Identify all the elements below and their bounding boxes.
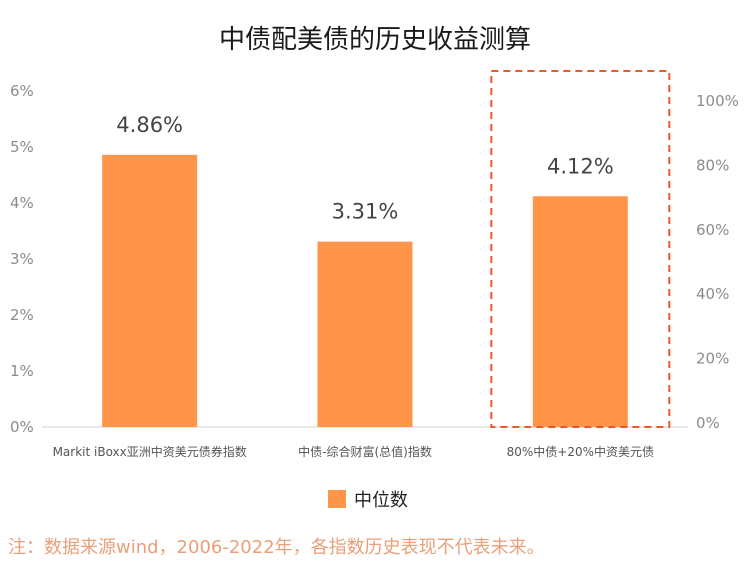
y-left-tick-label: 0%	[10, 418, 34, 436]
legend-swatch	[328, 490, 346, 508]
bars	[102, 154, 628, 427]
category-label: 中债-综合财富(总值)指数	[298, 444, 432, 459]
y-left-tick-label: 2%	[10, 306, 34, 324]
bar	[102, 154, 198, 427]
bar	[317, 241, 413, 427]
highlight-box	[490, 70, 671, 428]
y-left-tick-label: 1%	[10, 362, 34, 380]
y-left-tick-label: 6%	[10, 82, 34, 100]
y-right-tick-label: 60%	[696, 221, 729, 239]
legend-label: 中位数	[354, 490, 408, 511]
data-labels: 4.86% 3.31% 4.12%	[116, 113, 613, 224]
data-label: 4.12%	[547, 154, 614, 178]
y-right-tick-label: 20%	[696, 350, 729, 368]
category-labels: Markit iBoxx亚洲中资美元债券指数 中债-综合财富(总值)指数 80%中债…	[53, 444, 654, 459]
bar	[532, 196, 628, 427]
y-left-tick-label: 5%	[10, 138, 34, 156]
legend: 中位数	[328, 490, 408, 511]
y-right-tick-label: 100%	[696, 92, 739, 110]
category-label: 80%中债+20%中资美元债	[507, 444, 654, 459]
source-note: 注：数据来源wind，2006-2022年，各指数历史表现不代表未来。	[8, 537, 545, 558]
y-left-tick-label: 3%	[10, 250, 34, 268]
data-label: 4.86%	[116, 113, 183, 137]
y-right-tick-label: 80%	[696, 156, 729, 174]
data-label: 3.31%	[332, 200, 399, 224]
chart-title: 中债配美债的历史收益测算	[219, 25, 531, 55]
y-left-tick-label: 4%	[10, 194, 34, 212]
y-right-tick-label: 0%	[696, 414, 720, 432]
category-label: Markit iBoxx亚洲中资美元债券指数	[53, 444, 247, 459]
y-right-tick-label: 40%	[696, 285, 729, 303]
axes: 0% 1% 2% 3% 4% 5% 6% 0% 20% 40% 60% 80% 100%	[10, 82, 739, 436]
